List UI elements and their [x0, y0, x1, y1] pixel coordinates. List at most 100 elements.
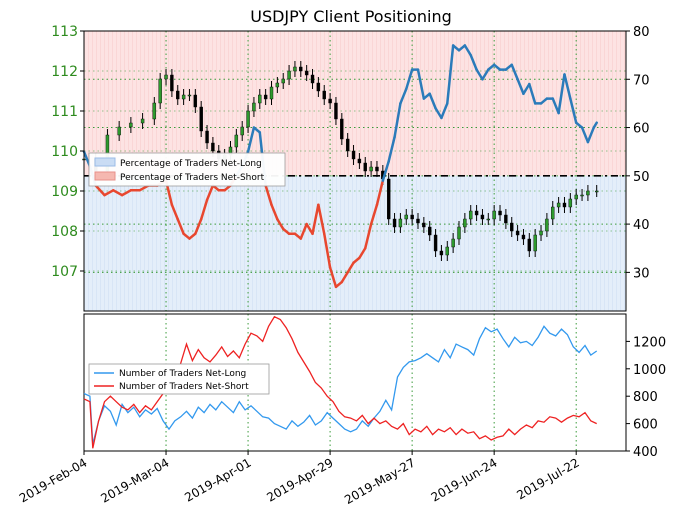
- price-candle-body: [515, 230, 520, 236]
- net-long-pct-segment: [188, 232, 197, 240]
- net-long-pct-segment: [311, 203, 320, 236]
- net-long-pct-segment: [451, 44, 461, 52]
- price-candle-body: [539, 230, 543, 236]
- top-legend-box: [88, 152, 286, 187]
- net-long-pct-segment: [563, 73, 572, 100]
- count-tick-label: 400: [633, 445, 658, 460]
- price-candle-body: [392, 218, 397, 228]
- net-long-pct-segment: [592, 121, 598, 129]
- net-long-pct-segment: [264, 184, 273, 207]
- net-long-pct-segment: [528, 82, 537, 105]
- count-tick-label: 1200: [633, 335, 666, 350]
- net-long-pct-segment: [475, 68, 484, 81]
- net-long-pct-segment: [358, 246, 367, 260]
- net-long-pct-segment: [103, 189, 115, 197]
- price-candle-body: [410, 214, 414, 220]
- net-long-pct-segment: [510, 63, 519, 81]
- count-tick-label: 800: [633, 390, 658, 405]
- net-long-pct-segment: [322, 232, 332, 269]
- price-candle-body: [574, 194, 578, 200]
- price-candle-body: [240, 126, 244, 136]
- price-candle-body: [533, 234, 537, 252]
- price-candle-body: [269, 86, 274, 100]
- price-candle-body: [246, 110, 250, 128]
- bottom-legend-box: [88, 363, 270, 395]
- price-candle-body: [211, 142, 215, 152]
- price-candle-body: [595, 190, 599, 193]
- net-long-pct-segment: [487, 63, 496, 71]
- price-candle-body: [263, 94, 268, 100]
- price-candle-body: [316, 82, 321, 92]
- price-candle-body: [140, 118, 145, 124]
- x-tick-label: 2019-Mar-04: [98, 455, 171, 505]
- price-candle-body: [521, 234, 526, 240]
- price-candle-body: [345, 138, 350, 152]
- price-candle-body: [152, 102, 157, 120]
- price-candle-body: [386, 178, 391, 220]
- top-panel-frame: [83, 30, 627, 312]
- pct-tick-label: 40: [633, 218, 650, 233]
- net-long-pct-segment: [369, 203, 379, 226]
- net-long-pct-segment: [405, 68, 414, 91]
- price-candle-body: [281, 78, 285, 84]
- net-long-pct-segment: [276, 218, 285, 231]
- x-tick-label: 2019-May-27: [342, 455, 417, 507]
- pct-tick-label: 30: [633, 266, 650, 281]
- net-long-pct-segment: [305, 222, 314, 236]
- net-long-pct-segment: [182, 232, 191, 240]
- net-long-pct-segment: [586, 126, 596, 144]
- net-long-pct-segment: [317, 203, 326, 236]
- price-candle-body: [234, 134, 239, 148]
- net-long-pct-segment: [492, 63, 502, 71]
- net-long-pct-segment: [176, 218, 185, 236]
- price-candle-body: [187, 94, 192, 97]
- price-candle-body: [469, 210, 473, 220]
- net-long-pct-segment: [457, 44, 467, 52]
- net-long-pct-segment: [334, 280, 344, 289]
- price-candle-body: [586, 190, 590, 196]
- price-candle-body: [463, 218, 467, 228]
- price-tick-label: 112: [51, 64, 78, 80]
- price-candle-body: [445, 246, 449, 256]
- net-long-pct-segment: [281, 227, 291, 236]
- price-candle-body: [351, 150, 356, 160]
- legend-label-net-short: Percentage of Traders Net-Short: [120, 173, 265, 183]
- price-candle-body: [328, 98, 332, 104]
- price-candle-body: [527, 238, 532, 252]
- price-candle-body: [158, 78, 162, 104]
- net-long-pct-segment: [375, 179, 385, 207]
- price-candle-body: [398, 218, 403, 228]
- net-long-pct-segment: [381, 160, 390, 182]
- price-tick-label: 107: [51, 264, 78, 280]
- price-candle-body: [357, 158, 362, 164]
- price-candle-body: [293, 66, 297, 72]
- price-candle-body: [375, 166, 379, 172]
- price-candle-body: [428, 226, 432, 236]
- price-tick-label: 109: [51, 184, 78, 200]
- price-candle-body: [510, 222, 514, 232]
- price-tick-label: 110: [51, 144, 78, 160]
- net-long-pct-segment: [194, 218, 203, 236]
- price-candle-body: [480, 214, 485, 220]
- price-candle-body: [492, 210, 496, 220]
- price-candle-body: [117, 126, 121, 136]
- top-panel: 107 108 109 110 111 112 113 30 40 50 60 70 80 Percent…: [51, 24, 650, 312]
- net-long-pct-segment: [170, 203, 180, 221]
- price-tick-label: 111: [51, 104, 78, 120]
- net-long-pct-segment: [340, 271, 349, 284]
- pct-tick-label: 60: [633, 122, 650, 137]
- x-axis: 2019-Feb-04 2019-Mar-04 2019-Apr-01 2019-Ap…: [17, 451, 582, 507]
- price-candle-body: [556, 202, 561, 208]
- price-candle-body: [498, 210, 502, 216]
- price-candle-body: [287, 70, 291, 80]
- chart-title: USDJPY Client Positioning: [250, 7, 452, 26]
- count-tick-label: 1000: [633, 363, 666, 378]
- price-tick-label: 108: [51, 224, 78, 240]
- net-long-pct-segment: [299, 222, 308, 240]
- net-long-pct-segment: [246, 126, 256, 153]
- price-candle-body: [416, 218, 420, 224]
- legend-swatch-net-long: [94, 157, 116, 167]
- price-candle-body: [193, 94, 198, 108]
- price-candle-body: [176, 90, 180, 100]
